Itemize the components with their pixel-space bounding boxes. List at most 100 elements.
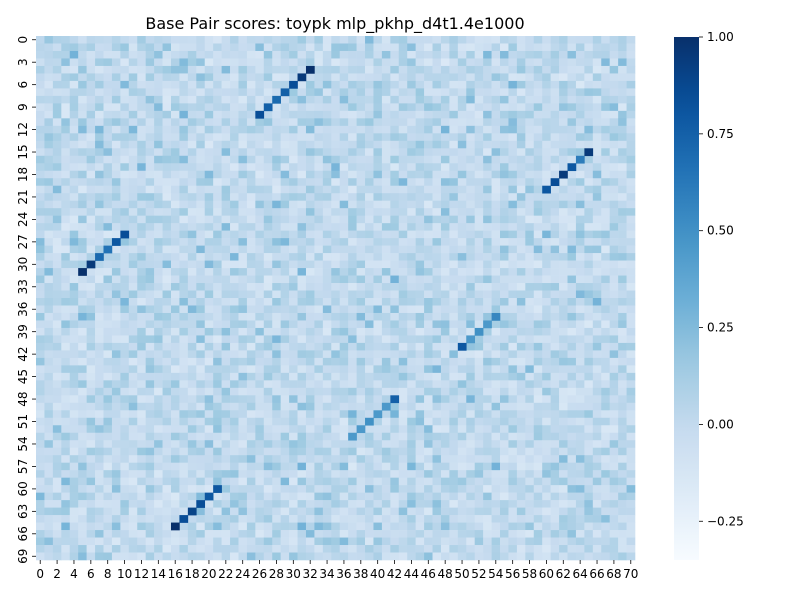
heatmap-cell <box>356 410 366 419</box>
heatmap-cell <box>69 230 79 239</box>
heatmap-cell <box>533 200 543 209</box>
heatmap-cell <box>592 350 602 359</box>
heatmap-cell <box>373 395 383 404</box>
heatmap-cell <box>516 73 526 82</box>
heatmap-cell <box>255 215 265 224</box>
heatmap-cell <box>500 58 509 67</box>
heatmap-cell <box>297 500 307 508</box>
heatmap-cell <box>592 485 602 493</box>
heatmap-cell <box>626 530 636 538</box>
heatmap-cell <box>626 58 636 67</box>
heatmap-cell <box>491 380 501 389</box>
heatmap-cell <box>322 350 332 359</box>
heatmap-cell <box>575 320 585 329</box>
heatmap-cell <box>618 440 627 449</box>
heatmap-cell <box>103 238 113 246</box>
heatmap-cell <box>533 193 543 201</box>
heatmap-cell <box>542 193 551 201</box>
heatmap-cell <box>618 500 627 508</box>
heatmap-cell <box>407 372 416 381</box>
heatmap-cell <box>373 80 383 89</box>
heatmap-cell <box>609 163 619 172</box>
heatmap-cell <box>525 50 535 59</box>
heatmap-cell <box>550 455 560 463</box>
heatmap-cell <box>145 515 155 523</box>
heatmap-cell <box>592 178 602 187</box>
heatmap-cell <box>179 163 189 172</box>
heatmap-cell <box>246 208 256 216</box>
heatmap-cell <box>457 193 467 201</box>
heatmap-cell <box>111 50 121 59</box>
heatmap-cell <box>508 492 518 501</box>
heatmap-cell <box>280 380 290 389</box>
heatmap-cell <box>432 283 442 291</box>
heatmap-cell <box>120 155 130 164</box>
heatmap-cell <box>584 410 594 419</box>
heatmap-cell <box>575 395 585 404</box>
heatmap-cell <box>230 500 239 508</box>
heatmap-cell <box>348 118 357 127</box>
heatmap-cell <box>196 410 206 419</box>
heatmap-cell <box>474 470 484 478</box>
heatmap-cell <box>500 492 509 501</box>
heatmap-cell <box>103 260 113 269</box>
heatmap-cell <box>474 342 484 351</box>
heatmap-cell <box>238 357 248 366</box>
heatmap-cell <box>626 163 636 172</box>
heatmap-cell <box>449 140 459 149</box>
heatmap-cell <box>128 477 138 486</box>
heatmap-cell <box>44 350 54 359</box>
heatmap-cell <box>36 335 45 344</box>
heatmap-cell <box>516 95 526 104</box>
heatmap-cell <box>44 425 54 434</box>
heatmap-cell <box>272 170 281 179</box>
heatmap-cell <box>550 365 560 374</box>
heatmap-cell <box>373 95 383 104</box>
heatmap-cell <box>187 238 197 246</box>
heatmap-cell <box>322 492 332 501</box>
heatmap-cell <box>424 110 433 119</box>
heatmap-cell <box>339 312 349 321</box>
heatmap-cell <box>601 402 610 411</box>
heatmap-cell <box>508 387 518 396</box>
heatmap-cell <box>609 545 619 553</box>
heatmap-cell <box>162 133 172 142</box>
heatmap-cell <box>86 342 96 351</box>
heatmap-cell <box>500 260 509 269</box>
heatmap-cell <box>500 380 509 389</box>
heatmap-cell <box>533 140 543 149</box>
heatmap-cell <box>559 140 568 149</box>
heatmap-cell <box>69 455 79 463</box>
heatmap-cell <box>398 440 408 449</box>
heatmap-cell <box>525 95 535 104</box>
heatmap-cell <box>365 50 374 59</box>
heatmap-cell <box>567 73 577 82</box>
heatmap-cell <box>61 440 71 449</box>
heatmap-cell <box>255 80 265 89</box>
heatmap-cell <box>36 43 45 52</box>
heatmap-cell <box>36 320 45 329</box>
heatmap-cell <box>154 515 163 523</box>
heatmap-cell <box>356 312 366 321</box>
heatmap-cell <box>103 200 113 209</box>
heatmap-cell <box>314 283 324 291</box>
heatmap-cell <box>221 253 231 261</box>
heatmap-cell <box>584 417 594 426</box>
heatmap-cell <box>238 515 248 523</box>
heatmap-cell <box>128 215 138 224</box>
heatmap-cell <box>297 387 307 396</box>
heatmap-cell <box>61 215 71 224</box>
heatmap-cell <box>255 260 265 269</box>
heatmap-cell <box>154 185 163 194</box>
heatmap-cell <box>626 485 636 493</box>
heatmap-cell <box>36 455 45 463</box>
heatmap-cell <box>246 275 256 284</box>
heatmap-cell <box>348 327 357 336</box>
heatmap-cell <box>381 73 391 82</box>
heatmap-cell <box>550 305 560 314</box>
heatmap-cell <box>230 365 239 374</box>
heatmap-cell <box>230 470 239 478</box>
heatmap-cell <box>457 470 467 478</box>
heatmap-cell <box>415 470 425 478</box>
heatmap-cell <box>86 268 96 276</box>
